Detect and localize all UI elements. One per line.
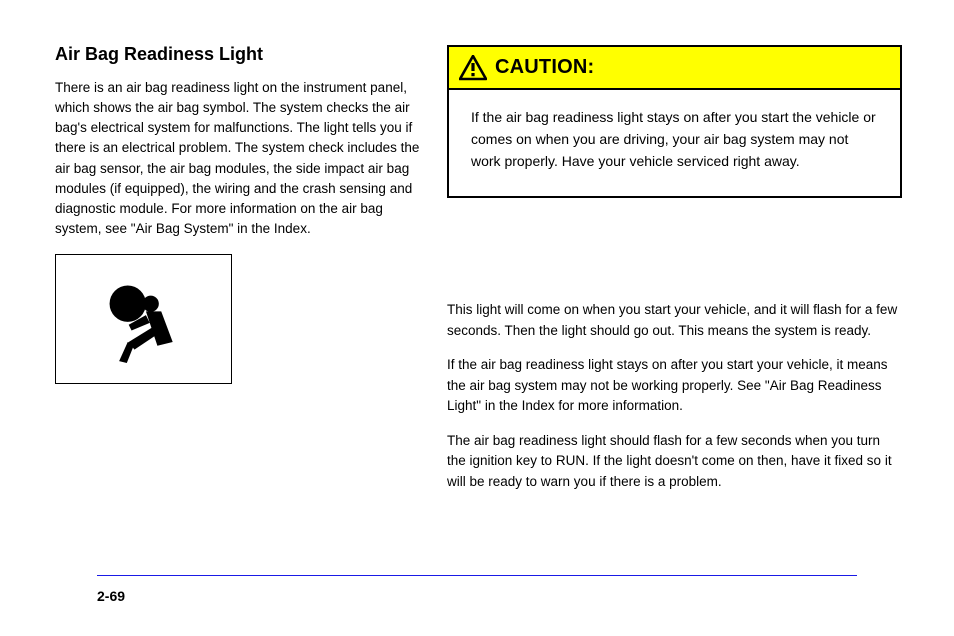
right-column: This light will come on when you start y… [447, 300, 902, 506]
page-footer-rule [97, 575, 857, 576]
page-number: 2-69 [97, 588, 125, 604]
right-para-3: The air bag readiness light should flash… [447, 431, 902, 493]
page: Air Bag Readiness Light There is an air … [0, 0, 954, 636]
caution-label: CAUTION: [495, 56, 594, 79]
caution-header: CAUTION: [447, 45, 902, 88]
left-column: Air Bag Readiness Light There is an air … [55, 43, 425, 384]
warning-triangle-icon [459, 55, 487, 81]
caution-body-text: If the air bag readiness light stays on … [447, 88, 902, 198]
caution-box: CAUTION: If the air bag readiness light … [447, 45, 902, 198]
airbag-readiness-light-figure [55, 254, 232, 384]
section-heading: Air Bag Readiness Light [55, 43, 425, 66]
intro-paragraph: There is an air bag readiness light on t… [55, 78, 425, 240]
right-para-2: If the air bag readiness light stays on … [447, 355, 902, 417]
airbag-seated-passenger-icon [96, 275, 192, 363]
right-para-1: This light will come on when you start y… [447, 300, 902, 341]
